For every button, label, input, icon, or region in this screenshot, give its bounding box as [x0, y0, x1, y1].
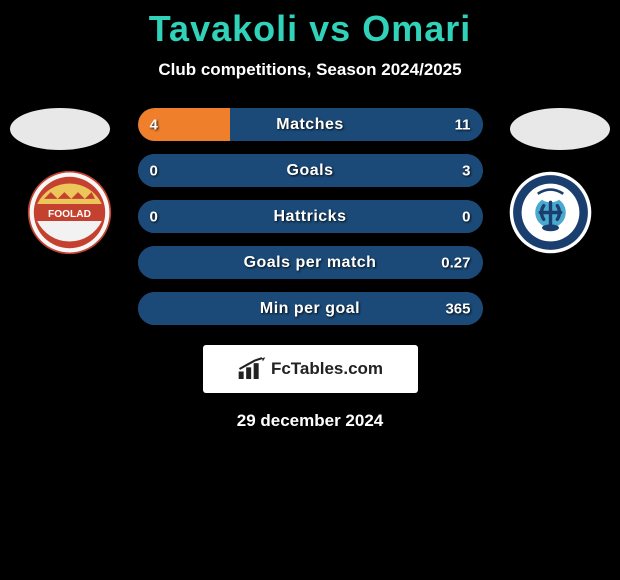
player2-name: Omari: [362, 8, 471, 49]
stat-row: Matches4 11: [138, 108, 483, 141]
stat-value-right: 365: [445, 300, 470, 317]
content-area: FOOLAD Matches411Goals03Hattricks00Goals…: [0, 108, 620, 325]
stat-value-left: 4: [150, 116, 158, 133]
stat-row: Goals0 3: [138, 154, 483, 187]
stat-row: Goals per match0.27: [138, 246, 483, 279]
watermark: FcTables.com: [203, 345, 418, 393]
svg-text:FOOLAD: FOOLAD: [48, 209, 91, 220]
stat-label: Goals: [138, 162, 483, 180]
player1-name: Tavakoli: [149, 8, 298, 49]
stat-value-right: 3: [462, 162, 470, 179]
stat-value-right: 0: [462, 208, 470, 225]
watermark-text: FcTables.com: [271, 359, 383, 379]
subtitle: Club competitions, Season 2024/2025: [0, 60, 620, 80]
stat-label: Goals per match: [138, 254, 483, 272]
club-logo-right: [508, 170, 593, 255]
stat-value-left: 0: [150, 162, 158, 179]
chart-icon: [237, 357, 267, 381]
club-logo-left: FOOLAD: [27, 170, 112, 255]
stat-value-right: 11: [455, 116, 471, 133]
date-label: 29 december 2024: [0, 411, 620, 431]
stat-label: Matches: [138, 116, 483, 134]
stat-bars: Matches411Goals03Hattricks00Goals per ma…: [138, 108, 483, 325]
stat-value-left: 0: [150, 208, 158, 225]
vs-label: vs: [309, 8, 351, 49]
stat-row: Hattricks0 0: [138, 200, 483, 233]
stat-value-right: 0.27: [441, 254, 470, 271]
comparison-title: Tavakoli vs Omari: [0, 0, 620, 50]
stat-label: Hattricks: [138, 208, 483, 226]
stat-label: Min per goal: [138, 300, 483, 318]
stat-row: Min per goal365: [138, 292, 483, 325]
player1-photo: [10, 108, 110, 150]
player2-photo: [510, 108, 610, 150]
